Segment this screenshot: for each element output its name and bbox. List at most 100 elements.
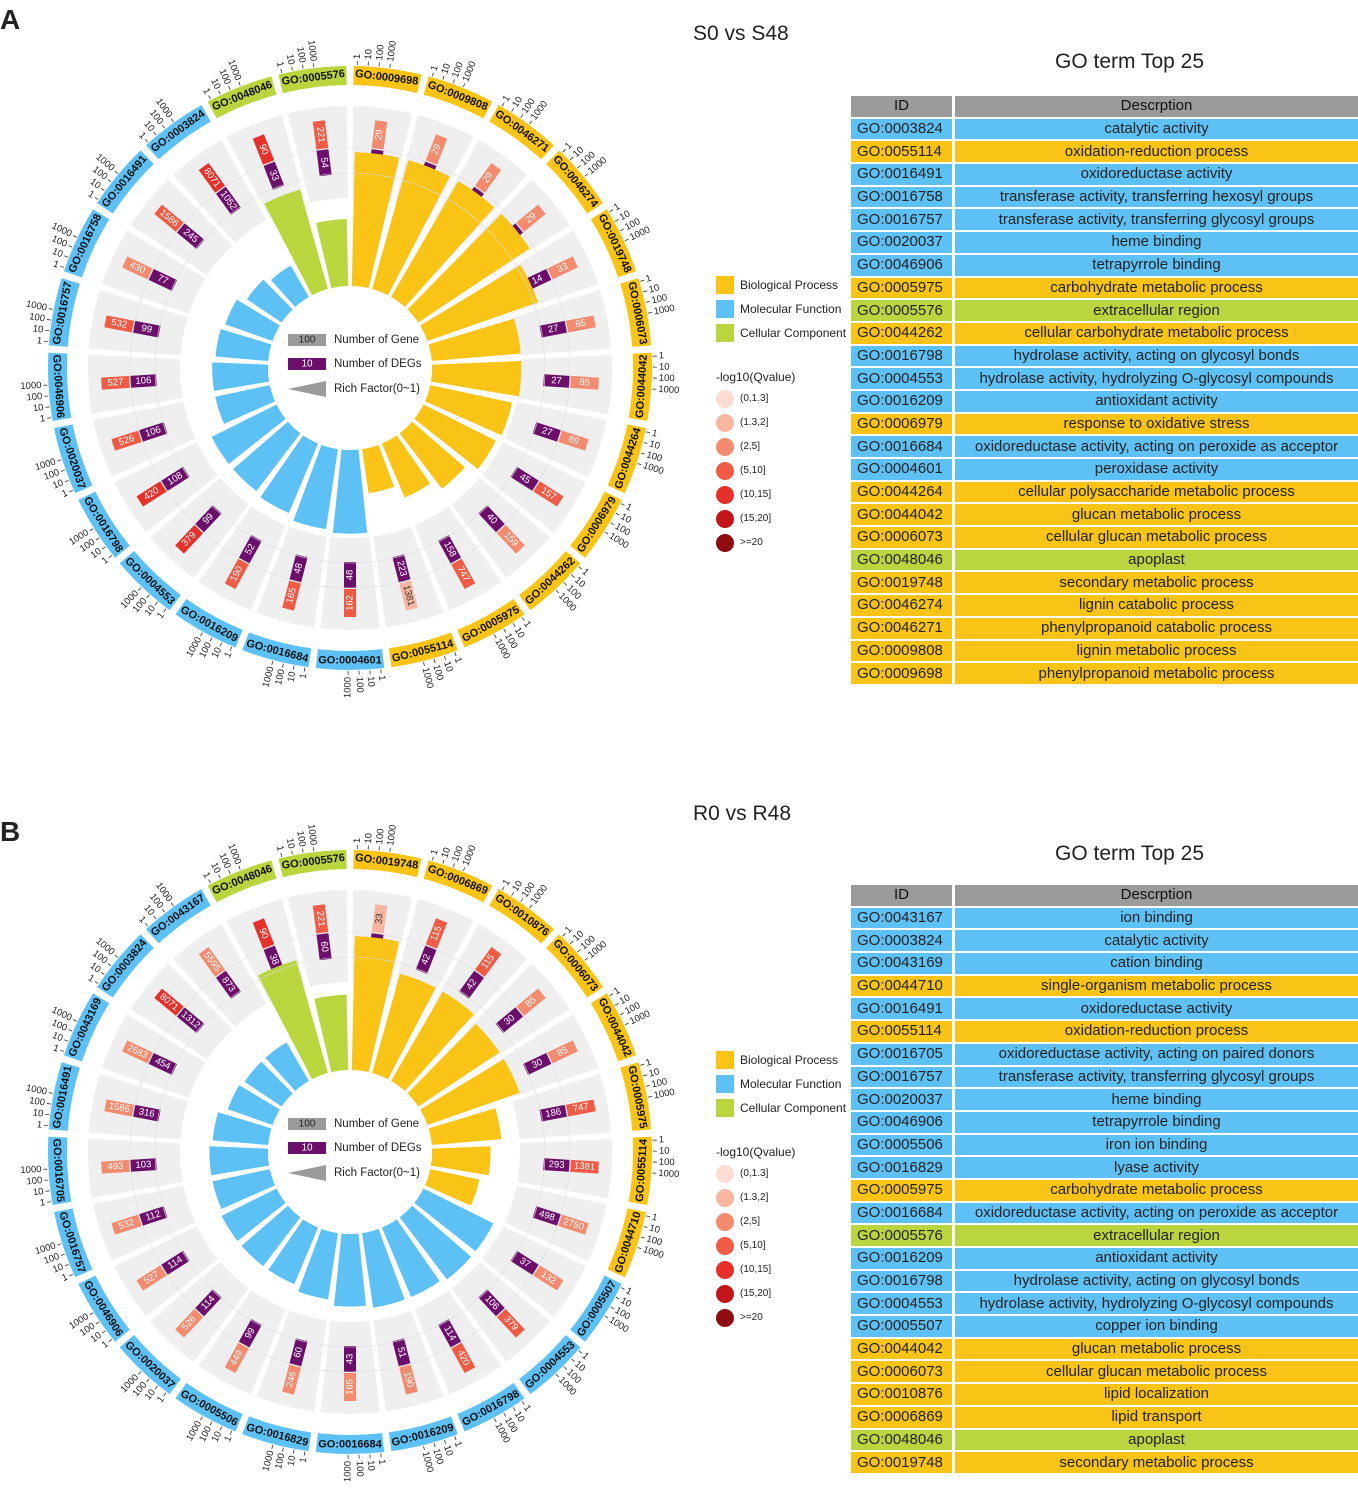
qvalue-dot (716, 1261, 734, 1279)
scale-tick-label: 10 (659, 362, 670, 373)
deg-count-label: 38 (267, 953, 281, 967)
gene-count-rect (371, 904, 388, 934)
deg-count-label: 48 (345, 570, 356, 581)
scale-tick (646, 1215, 651, 1218)
cell-description: oxidation-reduction process (955, 1021, 1358, 1042)
scale-tick (431, 72, 434, 77)
scale-tick (238, 865, 241, 870)
scale-tick (292, 1449, 295, 1454)
scale-tick (454, 652, 457, 657)
cell-description: lignin catabolic process (955, 595, 1358, 616)
term-band (145, 889, 211, 944)
deg-count-rect (138, 1206, 168, 1226)
cell-id: GO:0044042 (851, 504, 955, 526)
deg-count-rect (539, 1104, 568, 1122)
deg-count-rect (176, 223, 205, 249)
deg-count-box: 99 (238, 1319, 262, 1348)
term-band (489, 105, 555, 160)
table-row: GO:0016209 antioxidant activity (851, 1248, 1358, 1269)
circular-go-chart: 1 10 1001000110100100011010010001101001000… (20, 40, 680, 699)
term-band (63, 993, 110, 1062)
deg-count-label: 186 (545, 1106, 563, 1120)
scale-tick-label: 1 (580, 566, 591, 578)
deg-count-rect (392, 554, 411, 583)
deg-count-rect (195, 1289, 222, 1317)
term-id-label: GO:0055114 (634, 1138, 650, 1203)
cell-id: GO:0043169 (851, 953, 955, 974)
cell-description: phenylpropanoid metabolic process (955, 663, 1358, 684)
scale-tick-label: 10 (32, 1107, 44, 1119)
term-band (175, 598, 243, 648)
rich-factor-bar (209, 1146, 270, 1176)
gene-count-box: 33 (547, 256, 578, 280)
cell-id: GO:0016798 (851, 1270, 955, 1292)
cell-description: lipid localization (955, 1384, 1358, 1405)
scale-tick-label: 1000 (385, 824, 399, 846)
scale-tick-label: 1 (39, 1197, 46, 1209)
scale-tick-label: 1 (501, 94, 513, 104)
cell-description: single-organism metabolic process (955, 975, 1358, 997)
circular-go-chart: 1 10 1001000110100100011010010001101001000… (20, 824, 680, 1483)
scale-tick (47, 1201, 52, 1203)
gene-count-label: 90 (256, 143, 270, 157)
scale-tick (389, 63, 391, 68)
scale-tick (454, 1436, 457, 1441)
cell-description: oxidoreductase activity, acting on perox… (955, 1202, 1358, 1224)
scale-tick (462, 83, 466, 88)
table-row: GO:0016757 transferase activity, transfer… (851, 1066, 1358, 1088)
qvalue-label: (15,20] (740, 1288, 772, 1299)
deg-count-rect (215, 970, 241, 999)
qvalue-label: (2,5] (740, 1216, 761, 1227)
deg-count-box: 186 (539, 1104, 568, 1122)
deg-count-label: 316 (138, 1106, 156, 1120)
scale-tick (433, 659, 436, 664)
cell-description: lignin metabolic process (955, 640, 1358, 662)
gene-count-rect (516, 204, 546, 232)
rich-factor-bar (424, 1169, 480, 1206)
center-gene-value: 100 (299, 335, 316, 346)
scale-tick-label: 100 (659, 373, 675, 385)
cell-id: GO:0043167 (851, 907, 955, 929)
go-term-table: ID Descrption GO:0003824 catalytic activity… (851, 94, 1358, 686)
center-rich-label: Rich Factor(0~1) (334, 383, 420, 395)
deg-count-box: 106 (138, 422, 168, 442)
deg-count-rect (289, 554, 308, 583)
scale-tick (68, 1274, 73, 1277)
deg-count-rect (495, 1007, 524, 1033)
table-row: GO:0044264 cellular polysaccharide metabo… (851, 481, 1358, 503)
scale-tick (163, 1392, 167, 1397)
scale-tick-label: 100 (650, 292, 668, 306)
scale-tick (94, 196, 99, 200)
cell-id: GO:0020037 (851, 1089, 955, 1110)
scale-tick (423, 1445, 425, 1450)
scale-tick-label: 1000 (261, 665, 277, 688)
gene-count-box: 115 (425, 918, 448, 949)
term-band (78, 1275, 130, 1342)
center-gene-swatch (288, 1118, 326, 1130)
deg-count-rect (132, 320, 161, 338)
scale-tick (64, 255, 69, 258)
cell-description: ion binding (955, 907, 1358, 929)
cell-id: GO:0055114 (851, 141, 955, 163)
scale-tick (610, 1306, 615, 1310)
scale-tick-label: 1000 (305, 40, 318, 62)
qvalue-dot (716, 1285, 734, 1303)
gene-count-label: 162 (345, 595, 356, 611)
scale-tick-label: 1 (298, 673, 310, 680)
guide-ring (129, 931, 571, 1373)
gene-count-rect (425, 918, 448, 949)
gene-count-rect (565, 1099, 596, 1117)
deg-count-rect (289, 1338, 308, 1367)
table-row: GO:0004553 hydrolase activity, hydrolyzin… (851, 368, 1358, 389)
scale-tick-label: 1 (612, 201, 622, 213)
scale-tick-label: 1000 (642, 460, 666, 477)
scale-tick (229, 1430, 233, 1435)
cell-id: GO:0006073 (851, 527, 955, 548)
scale-tick (511, 892, 515, 896)
scale-tick (60, 1049, 65, 1052)
scale-tick (643, 1074, 648, 1077)
scale-tick (108, 555, 113, 559)
header-description: Descrption (955, 96, 1358, 117)
gene-count-rect (547, 256, 578, 280)
scale-tick (555, 589, 560, 594)
